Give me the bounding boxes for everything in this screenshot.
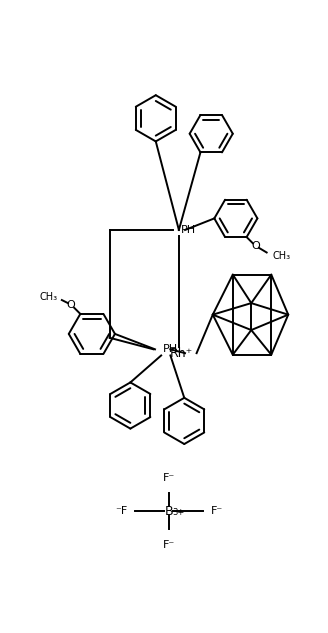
Text: F⁻: F⁻ (163, 472, 175, 482)
Text: PH: PH (163, 344, 178, 354)
Text: F⁻: F⁻ (163, 539, 175, 549)
Text: CH₃: CH₃ (273, 251, 291, 261)
Text: B: B (165, 505, 173, 518)
Text: O: O (252, 241, 260, 251)
Text: F⁻: F⁻ (211, 506, 223, 516)
Text: ⁻F: ⁻F (115, 506, 127, 516)
Text: CH₃: CH₃ (39, 292, 57, 302)
Text: O: O (67, 299, 75, 310)
Text: PH: PH (180, 225, 195, 235)
Text: 3+: 3+ (172, 508, 184, 517)
Text: Rh⁺: Rh⁺ (170, 347, 193, 360)
